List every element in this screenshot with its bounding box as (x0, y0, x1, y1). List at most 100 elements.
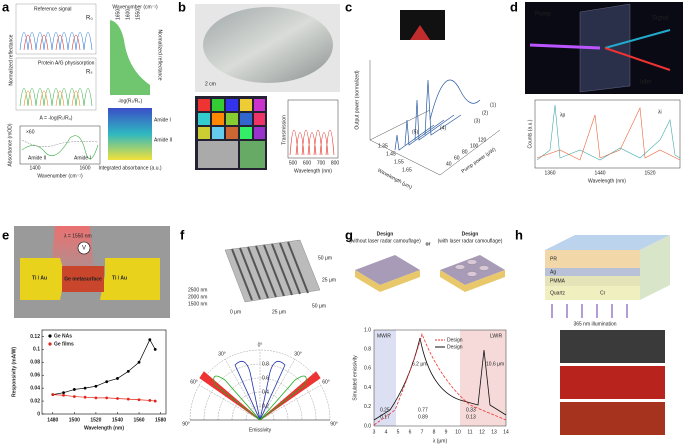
micrograph (560, 330, 665, 363)
tick-label: 40 (446, 161, 452, 167)
point (153, 399, 157, 403)
curve-label: (1) (490, 102, 496, 108)
y-tick-label: 0.12 (30, 334, 40, 340)
panel-h: h PR Ag PMMA Quartz Cr 365 nm illuminati… (515, 227, 670, 435)
value-label: 0.13 (466, 414, 476, 420)
tick-label: 100 (470, 143, 479, 149)
tick-label: 0 μm (230, 309, 241, 315)
point (72, 388, 76, 391)
counts-curve (536, 106, 681, 161)
point (83, 386, 87, 390)
plot-frame (19, 125, 101, 165)
point (148, 399, 152, 402)
tick-label: 1520 (644, 170, 655, 176)
x-tick-label: 13 (491, 429, 497, 435)
x-tick-label: 5 (397, 429, 400, 435)
x-tick-label: 1500 (69, 417, 80, 423)
radial-label: 0.2 (262, 403, 269, 409)
annotation: Signal (652, 16, 669, 22)
axis-label: Wavelength (nm) (294, 168, 332, 174)
x-tick-label: 1520 (90, 417, 101, 423)
x-tick-label: 8 (433, 429, 436, 435)
y-tick-label: 0.0 (364, 423, 371, 429)
layer-side (640, 235, 670, 300)
tick-label: 1.55 (394, 159, 404, 165)
mwir-band (374, 330, 396, 426)
y-tick-label: 0 (37, 411, 40, 417)
point (116, 377, 119, 380)
heatmap (108, 108, 152, 160)
axis-label: λ (μm) (433, 438, 448, 444)
tick-label: 1600 (79, 165, 90, 171)
g-ticks: 3 4 5 6 7 8 9 10 11 12 13 14 0.0 0.2 0.4 0.6 0.8 1.0 (364, 327, 509, 435)
micrograph (560, 366, 665, 399)
curve-label: (4) (440, 125, 446, 131)
grating-lines (231, 241, 309, 301)
device-side (355, 270, 420, 292)
y-tick-label: 0.1 (33, 347, 40, 353)
point (62, 391, 65, 395)
point (137, 398, 141, 402)
tick-label: 2000 nm (188, 294, 207, 300)
ge-metasurface (62, 266, 104, 292)
annotation: Protein A/G physisorption (38, 60, 95, 66)
curve-label: (2) (482, 110, 488, 116)
point (72, 395, 76, 398)
spectra-box (15, 3, 97, 55)
axis-label: Normalized reflectance (157, 29, 163, 80)
plot-frame (373, 329, 507, 427)
angle-label: 30° (294, 351, 302, 357)
tick-label: 500 (289, 160, 298, 166)
panel-label: h (515, 227, 523, 242)
point (51, 393, 55, 397)
annotation: V (82, 246, 86, 252)
y-tick-label: 0.2 (364, 404, 371, 410)
spectra (19, 32, 93, 107)
legend-entry: Ge films (54, 341, 74, 347)
angle-label: 30° (218, 351, 226, 357)
layer-label: Cr (600, 290, 606, 296)
spectra-3d (394, 79, 481, 151)
panel-label: a (2, 0, 10, 14)
tick-label: 50 μm (312, 303, 326, 309)
annotation: Reference signal (34, 6, 72, 12)
annotation: λi (658, 109, 662, 115)
tick-label: 1550 (135, 9, 141, 20)
annotation: A = -log(Rₛ/R₀) (40, 115, 73, 121)
device-side (440, 270, 505, 292)
electrode (20, 258, 65, 300)
tick-label: 60 (454, 155, 460, 161)
axis-label: Absorbance (mOD) (7, 123, 13, 166)
panel-label: c (345, 0, 352, 14)
annotation: Rₛ (86, 70, 93, 76)
radial-label: 0.6 (262, 375, 269, 381)
axis-label: Wavenumber (cm⁻¹) (37, 173, 83, 179)
annotation: Ti / Au (32, 275, 47, 281)
axis-label: Wavelength (nm) (588, 178, 626, 184)
annotation: (with laser radar camouflage) (438, 238, 503, 244)
radial-label: 0.4 (262, 389, 269, 395)
point (94, 384, 98, 388)
annotation: Design (377, 231, 394, 237)
layer-label: Quartz (550, 290, 566, 296)
annotation: Design (462, 231, 479, 237)
value-label: 0.33 (466, 407, 476, 413)
x-tick-label: 6 (409, 429, 412, 435)
layer-label: PR (550, 256, 557, 262)
tick-label: 120 (478, 137, 487, 143)
spectra-box (15, 57, 97, 111)
annotation: 365 nm illumination (573, 321, 616, 327)
tick-label: 80 (462, 149, 468, 155)
annotation: 6.2 μm (412, 361, 427, 367)
legend-swatch (48, 342, 52, 346)
annotation: λp (560, 112, 566, 118)
point (126, 369, 130, 373)
tick-label: 1600 (125, 9, 131, 20)
legend-entry: Ge NAs (54, 333, 72, 339)
tick-label: 1440 (594, 170, 605, 176)
y-tick-label: 0.08 (30, 360, 40, 366)
wafer (203, 7, 333, 83)
tick-label: 1400 (29, 165, 40, 171)
tick-label: 1650 (115, 9, 121, 20)
x-tick-label: 1580 (155, 417, 166, 423)
